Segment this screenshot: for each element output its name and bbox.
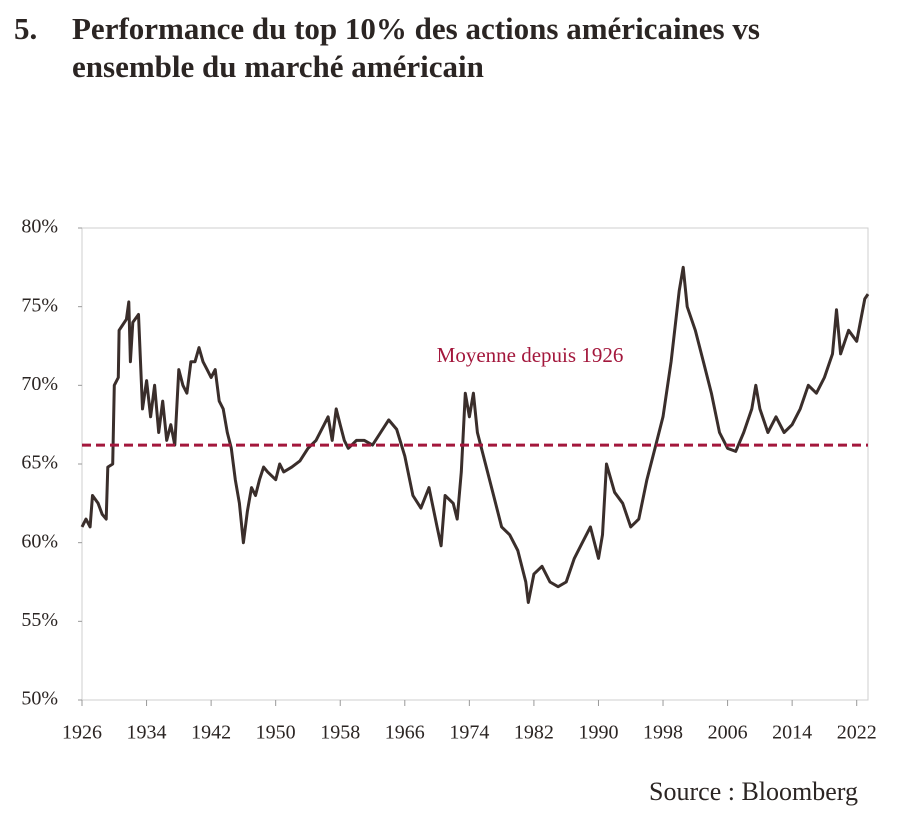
x-tick-label: 1934 xyxy=(127,722,167,744)
plot-frame xyxy=(81,227,869,701)
x-tick-label: 1982 xyxy=(514,722,554,744)
chart-number: 5. xyxy=(14,11,37,46)
reference-label: Moyenne depuis 1926 xyxy=(437,343,624,367)
y-tick-label: 80% xyxy=(21,216,58,238)
y-tick-label: 65% xyxy=(21,452,58,474)
y-tick-label: 60% xyxy=(21,530,58,552)
x-tick-label: 1966 xyxy=(385,722,425,744)
chart-title: Performance du top 10% des actions améri… xyxy=(72,11,760,84)
x-tick-label: 2006 xyxy=(708,722,748,744)
y-tick-label: 75% xyxy=(21,294,58,316)
y-tick-label: 55% xyxy=(21,609,58,631)
x-tick-label: 1926 xyxy=(62,722,102,744)
x-tick-label: 1974 xyxy=(449,722,489,744)
data-line xyxy=(80,265,870,604)
source: Source : Bloomberg xyxy=(649,777,858,806)
x-tick-label: 1990 xyxy=(578,722,618,744)
x-tick-label: 1950 xyxy=(256,722,296,744)
x-tick-label: 1958 xyxy=(320,722,360,744)
x-tick-label: 2014 xyxy=(772,722,812,744)
y-tick-label: 70% xyxy=(21,373,58,395)
y-tick-label: 50% xyxy=(21,688,58,710)
x-tick-label: 1998 xyxy=(643,722,683,744)
x-tick-label: 2022 xyxy=(837,722,877,744)
x-tick-label: 1942 xyxy=(191,722,231,744)
